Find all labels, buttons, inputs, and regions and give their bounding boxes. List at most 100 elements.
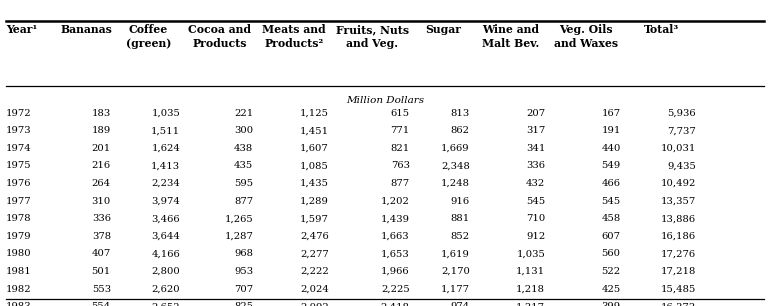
Text: 1,669: 1,669: [441, 144, 470, 153]
Text: 1,413: 1,413: [151, 162, 180, 170]
Text: 595: 595: [234, 179, 253, 188]
Text: 1,085: 1,085: [300, 162, 329, 170]
Text: 1,177: 1,177: [440, 285, 470, 293]
Text: 2,024: 2,024: [300, 285, 329, 293]
Text: 974: 974: [450, 302, 470, 306]
Text: 2,652: 2,652: [152, 302, 180, 306]
Text: 968: 968: [234, 249, 253, 258]
Text: 877: 877: [390, 179, 410, 188]
Text: 167: 167: [601, 109, 621, 118]
Text: 1,966: 1,966: [381, 267, 410, 276]
Text: 399: 399: [601, 302, 621, 306]
Text: 545: 545: [526, 197, 545, 206]
Text: Sugar: Sugar: [425, 24, 460, 35]
Text: 1983: 1983: [6, 302, 32, 306]
Text: 549: 549: [601, 162, 621, 170]
Text: 916: 916: [450, 197, 470, 206]
Text: Year¹: Year¹: [6, 24, 38, 35]
Text: 13,357: 13,357: [661, 197, 696, 206]
Text: 3,974: 3,974: [151, 197, 180, 206]
Text: 189: 189: [92, 126, 111, 135]
Text: 1,248: 1,248: [440, 179, 470, 188]
Text: 545: 545: [601, 197, 621, 206]
Text: 1972: 1972: [6, 109, 32, 118]
Text: 1,607: 1,607: [300, 144, 329, 153]
Text: 432: 432: [526, 179, 545, 188]
Text: 336: 336: [92, 214, 111, 223]
Text: 15,485: 15,485: [661, 285, 696, 293]
Text: 191: 191: [601, 126, 621, 135]
Text: 1,287: 1,287: [225, 232, 253, 241]
Text: 522: 522: [601, 267, 621, 276]
Text: 1978: 1978: [6, 214, 32, 223]
Text: 615: 615: [390, 109, 410, 118]
Text: 1975: 1975: [6, 162, 32, 170]
Text: 710: 710: [526, 214, 545, 223]
Text: 501: 501: [92, 267, 111, 276]
Text: Million Dollars: Million Dollars: [346, 96, 424, 105]
Text: 2,418: 2,418: [380, 302, 410, 306]
Text: 771: 771: [390, 126, 410, 135]
Text: 821: 821: [390, 144, 410, 153]
Text: 825: 825: [234, 302, 253, 306]
Text: 2,092: 2,092: [300, 302, 329, 306]
Text: 4,166: 4,166: [152, 249, 180, 258]
Text: 5,936: 5,936: [668, 109, 696, 118]
Text: 763: 763: [390, 162, 410, 170]
Text: 17,276: 17,276: [661, 249, 696, 258]
Text: Fruits, Nuts
and Veg.: Fruits, Nuts and Veg.: [336, 24, 409, 49]
Text: 1,202: 1,202: [381, 197, 410, 206]
Text: 554: 554: [92, 302, 111, 306]
Text: 438: 438: [234, 144, 253, 153]
Text: 2,225: 2,225: [381, 285, 410, 293]
Text: 466: 466: [601, 179, 621, 188]
Text: 216: 216: [92, 162, 111, 170]
Text: 1,624: 1,624: [151, 144, 180, 153]
Text: 1,125: 1,125: [300, 109, 329, 118]
Text: 2,170: 2,170: [440, 267, 470, 276]
Text: 378: 378: [92, 232, 111, 241]
Text: 1976: 1976: [6, 179, 32, 188]
Text: Coffee
(green): Coffee (green): [126, 24, 171, 49]
Text: 407: 407: [92, 249, 111, 258]
Text: 1,597: 1,597: [300, 214, 329, 223]
Text: 707: 707: [234, 285, 253, 293]
Text: 341: 341: [526, 144, 545, 153]
Text: 16,186: 16,186: [661, 232, 696, 241]
Text: 553: 553: [92, 285, 111, 293]
Text: 10,031: 10,031: [661, 144, 696, 153]
Text: Veg. Oils
and Waxes: Veg. Oils and Waxes: [554, 24, 618, 49]
Text: 1,218: 1,218: [516, 285, 545, 293]
Text: 2,234: 2,234: [151, 179, 180, 188]
Text: 1980: 1980: [6, 249, 32, 258]
Text: 3,644: 3,644: [151, 232, 180, 241]
Text: 425: 425: [601, 285, 621, 293]
Text: 1,035: 1,035: [516, 249, 545, 258]
Text: 1973: 1973: [6, 126, 32, 135]
Text: 440: 440: [601, 144, 621, 153]
Text: Total³: Total³: [644, 24, 679, 35]
Text: 336: 336: [526, 162, 545, 170]
Text: 201: 201: [92, 144, 111, 153]
Text: Bananas: Bananas: [60, 24, 112, 35]
Text: Cocoa and
Products: Cocoa and Products: [189, 24, 251, 49]
Text: 1,289: 1,289: [300, 197, 329, 206]
Text: 852: 852: [450, 232, 470, 241]
Text: 1,663: 1,663: [381, 232, 410, 241]
Text: 953: 953: [234, 267, 253, 276]
Text: 183: 183: [92, 109, 111, 118]
Text: 264: 264: [92, 179, 111, 188]
Text: 1977: 1977: [6, 197, 32, 206]
Text: 881: 881: [450, 214, 470, 223]
Text: 1,317: 1,317: [516, 302, 545, 306]
Text: 2,476: 2,476: [300, 232, 329, 241]
Text: 2,277: 2,277: [300, 249, 329, 258]
Text: Wine and
Malt Bev.: Wine and Malt Bev.: [482, 24, 539, 49]
Text: Meats and
Products²: Meats and Products²: [263, 24, 326, 49]
Text: 2,620: 2,620: [152, 285, 180, 293]
Text: 2,348: 2,348: [440, 162, 470, 170]
Text: 3,466: 3,466: [152, 214, 180, 223]
Text: 560: 560: [601, 249, 621, 258]
Text: 1,435: 1,435: [300, 179, 329, 188]
Text: 1,035: 1,035: [151, 109, 180, 118]
